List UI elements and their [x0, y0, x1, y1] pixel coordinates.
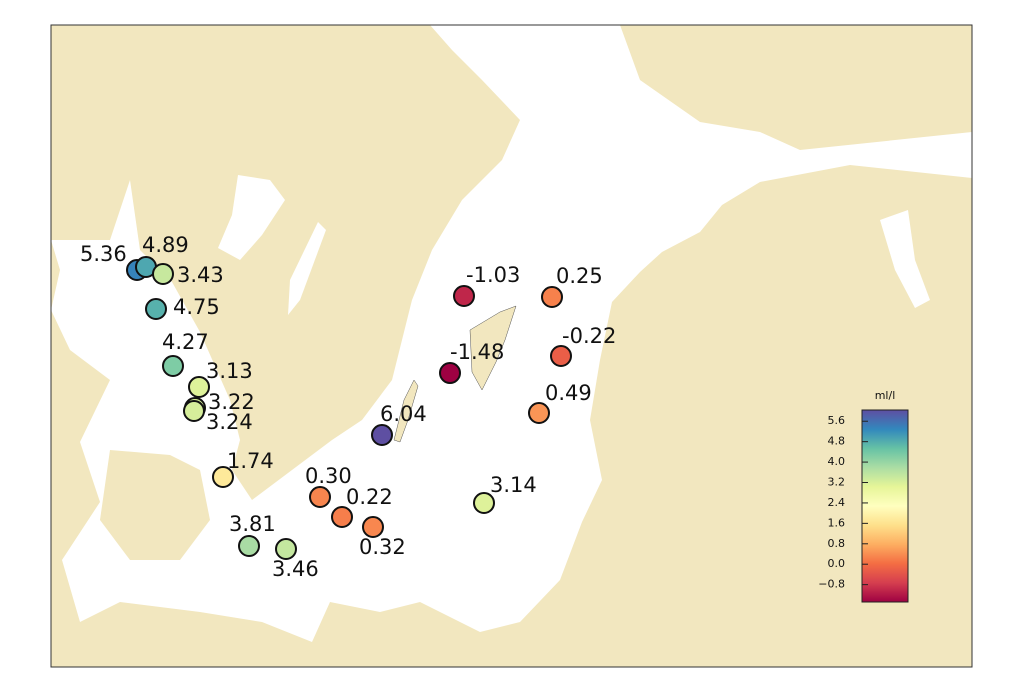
frame [50, 24, 973, 668]
station [212, 466, 234, 488]
colorbar [861, 409, 909, 603]
lake [880, 210, 930, 308]
station-label: 3.13 [206, 359, 253, 383]
station [188, 376, 210, 398]
station-label: 3.22 [208, 390, 255, 414]
station-label: 3.43 [177, 263, 224, 287]
denmark [100, 450, 210, 560]
station [331, 506, 353, 528]
colorbar-title: ml/l [875, 389, 896, 402]
station [473, 492, 495, 514]
gotland [469, 305, 517, 391]
station [541, 286, 563, 308]
colorbar-tick-label: 0.0 [828, 557, 846, 570]
station [145, 298, 167, 320]
colorbar-tick-label: 0.8 [828, 537, 846, 550]
basemap [51, 25, 972, 667]
lake [218, 175, 285, 260]
colorbar-tick-label: 5.6 [828, 414, 846, 427]
station [238, 535, 260, 557]
station-label: 4.27 [162, 330, 209, 354]
station [371, 424, 393, 446]
lake [288, 222, 326, 315]
station-label: -1.03 [466, 263, 520, 287]
oland [393, 379, 419, 443]
station-label: 3.81 [229, 512, 276, 536]
station-label: 0.32 [359, 535, 406, 559]
colorbar-tick-label: 4.8 [828, 435, 846, 448]
colorbar-tick-label: 2.4 [828, 496, 846, 509]
station-label: 1.74 [227, 449, 274, 473]
station [453, 285, 475, 307]
colorbar-tick-label: −0.8 [818, 578, 845, 591]
station-label: 3.24 [206, 410, 253, 434]
station [152, 263, 174, 285]
station-label: 5.36 [80, 242, 127, 266]
station-label: 6.04 [380, 402, 427, 426]
station-label: -1.48 [450, 340, 504, 364]
station [362, 516, 384, 538]
station [275, 538, 297, 560]
station-label: 0.30 [305, 464, 352, 488]
station [528, 402, 550, 424]
colorbar-tick-label: 1.6 [828, 516, 846, 529]
station [183, 400, 205, 422]
station [309, 486, 331, 508]
sea [51, 25, 972, 642]
station-label: 0.49 [545, 381, 592, 405]
station [550, 345, 572, 367]
station [162, 355, 184, 377]
colorbar-tick-label: 4.0 [828, 455, 846, 468]
station-label: -0.22 [562, 324, 616, 348]
station-label: 3.14 [490, 473, 537, 497]
station [439, 362, 461, 384]
station-label: 0.25 [556, 264, 603, 288]
station-label: 0.22 [346, 485, 393, 509]
station-label: 4.75 [173, 295, 220, 319]
station-label: 4.89 [142, 233, 189, 257]
station-label: 3.46 [272, 557, 319, 581]
colorbar-tick-label: 3.2 [828, 476, 846, 489]
